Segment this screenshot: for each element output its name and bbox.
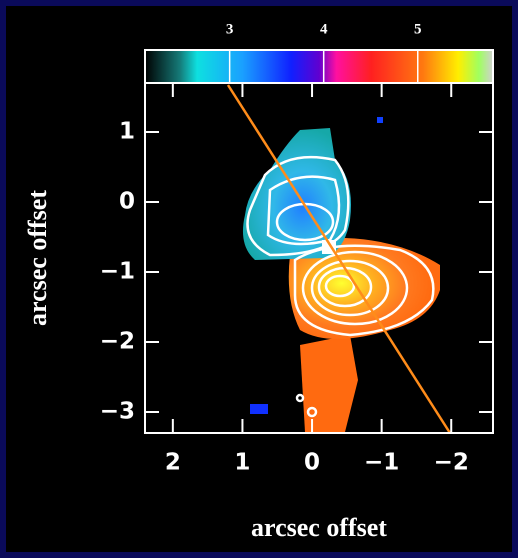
colorbar-tick-label: 5 <box>414 21 422 37</box>
x-tick-label: −1 <box>364 450 399 476</box>
y-axis-label: arcsec offset <box>23 190 52 326</box>
colorbar-tick-label: 3 <box>226 21 234 37</box>
x-tick-label: 0 <box>304 450 320 476</box>
x-tick-label: 1 <box>234 450 250 476</box>
y-tick-label: 0 <box>119 189 135 215</box>
y-tick-label: −3 <box>100 399 135 425</box>
y-tick-label: −1 <box>100 259 135 285</box>
colorbar <box>145 50 493 83</box>
x-tick-label: −2 <box>434 450 469 476</box>
colorbar-tick-label: 4 <box>320 21 328 37</box>
y-tick-label: −2 <box>100 329 135 355</box>
y-tick-label: 1 <box>119 119 135 145</box>
x-tick-label: 2 <box>165 450 181 476</box>
x-axis-label: arcsec offset <box>251 513 387 542</box>
figure: arcsec offset arcsec offset 2 1 0 −1 −2 1 0 −1 −… <box>0 0 518 558</box>
